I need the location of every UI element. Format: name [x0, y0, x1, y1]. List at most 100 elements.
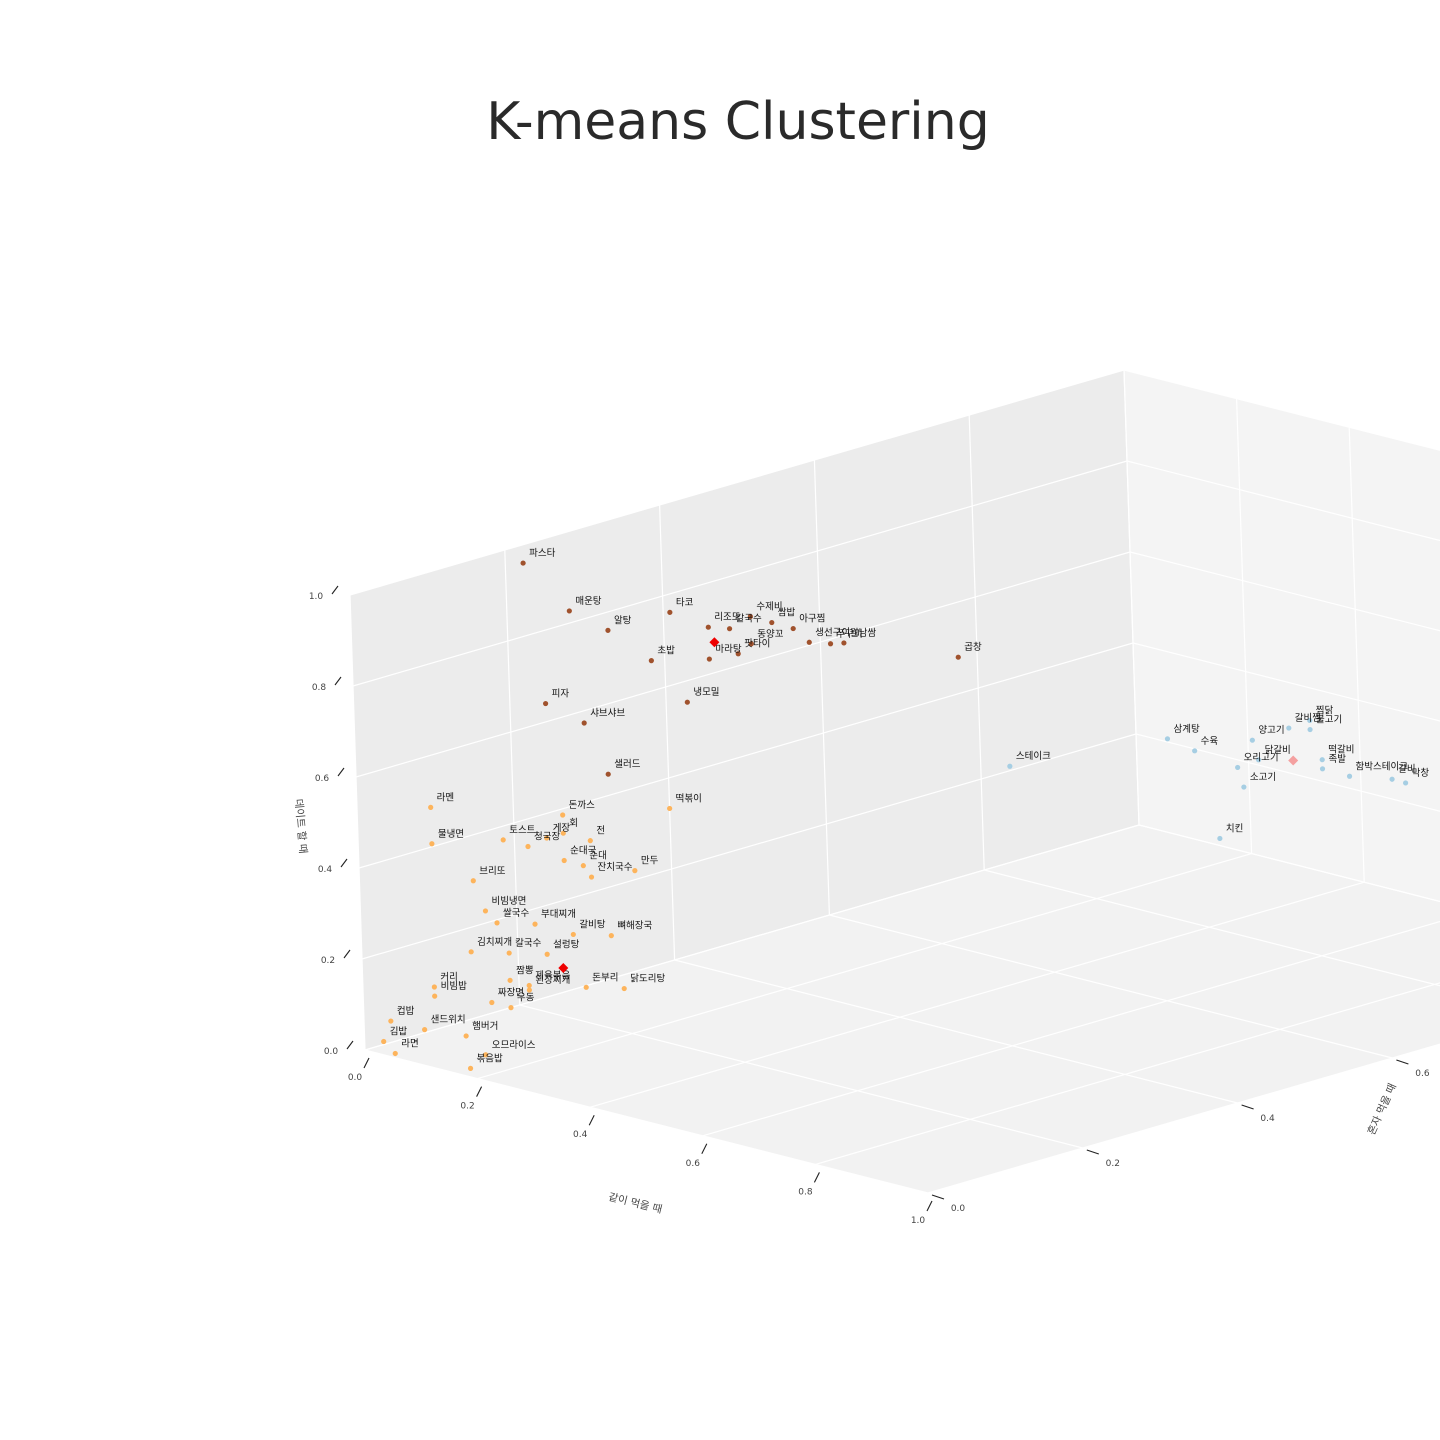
data-label: 회 — [569, 818, 578, 829]
data-label: 브리또 — [479, 866, 505, 877]
axis-panes — [350, 370, 1440, 1193]
data-label: 수제비 — [756, 602, 782, 613]
z-tick-label: 1.0 — [309, 592, 324, 602]
grid-line — [984, 869, 1440, 987]
data-point — [667, 609, 673, 615]
data-point — [467, 1065, 474, 1071]
data-point — [726, 626, 733, 632]
data-label: 물냉면 — [438, 829, 464, 840]
data-label: 삼계탕 — [1173, 723, 1199, 735]
x-tick — [701, 1143, 708, 1155]
data-point — [632, 868, 638, 874]
data-point — [507, 977, 513, 983]
data-point — [806, 639, 812, 645]
data-point — [429, 841, 435, 847]
grid-line — [1132, 642, 1440, 722]
grid-line — [477, 853, 1252, 1080]
data-point — [428, 804, 434, 810]
data-label: 닭도리탕 — [630, 973, 665, 985]
x-tick-label: 1.0 — [911, 1216, 926, 1226]
data-point — [463, 1033, 469, 1039]
y-tick — [1396, 1059, 1409, 1065]
data-label: 부대찌개 — [541, 909, 576, 920]
z-tick-label: 0.0 — [324, 1047, 339, 1057]
cluster-center-marker — [709, 637, 720, 648]
data-label: 리조또 — [714, 612, 740, 623]
data-label: 짬뽕 — [516, 965, 534, 976]
grid-line — [364, 1049, 929, 1194]
data-point — [648, 658, 654, 664]
data-point — [1346, 773, 1353, 779]
cluster-center-marker — [558, 963, 569, 973]
data-label: 냉모밀 — [693, 686, 719, 698]
y-tick — [1241, 1104, 1254, 1110]
data-point — [605, 771, 611, 777]
x-tick — [926, 1200, 933, 1212]
data-label: 토스트 — [509, 825, 535, 836]
grid-line — [815, 982, 1440, 1165]
grid-line — [674, 959, 1238, 1104]
data-point — [955, 654, 961, 660]
grid-line — [364, 824, 1140, 1051]
x-tick-label: 0.8 — [798, 1187, 813, 1197]
data-point — [525, 843, 531, 850]
data-point — [608, 933, 614, 939]
y-tick — [1086, 1149, 1099, 1155]
grid-line — [349, 369, 1125, 596]
cluster-centers — [558, 637, 1299, 973]
data-label: 닭갈비 — [1265, 744, 1291, 756]
data-label: 샤브샤브 — [590, 708, 625, 719]
data-point — [1235, 764, 1241, 771]
grid-line — [519, 1004, 1083, 1149]
x-tick — [363, 1057, 370, 1069]
z-tick — [340, 858, 348, 868]
data-point — [735, 651, 741, 657]
axis-ticks: 0.0 0.0 0.0 0.2 0.2 0.2 0.4 0.4 0.4 0.6 0.6 0.6 0.8 0… — [309, 585, 1430, 1226]
data-label: 돈부리 — [592, 972, 618, 983]
data-label: 피자 — [552, 689, 570, 700]
data-points — [381, 560, 1409, 1071]
data-label: 찜닭 — [1316, 704, 1334, 716]
data-point — [544, 951, 550, 957]
z-tick — [337, 767, 345, 777]
data-label: 라멘 — [437, 792, 454, 803]
z-tick-label: 0.6 — [315, 774, 330, 784]
z-tick-label: 0.2 — [321, 956, 335, 966]
grid-line — [504, 549, 521, 1006]
grid-line — [590, 881, 1365, 1108]
data-point — [1241, 784, 1247, 790]
data-label: 순대국 — [570, 846, 596, 857]
data-label: 월남쌈 — [850, 627, 876, 639]
data-label: 타코 — [676, 597, 694, 608]
data-label: 오리고기 — [1244, 752, 1279, 763]
data-point — [560, 830, 566, 836]
y-axis-label: 혼자 먹을 때 — [1365, 1081, 1399, 1137]
data-label: 아구찜 — [799, 614, 825, 625]
data-label: 라면 — [401, 1038, 418, 1049]
data-label: 매운탕 — [575, 596, 601, 607]
data-point — [489, 999, 495, 1006]
data-point — [570, 931, 576, 938]
data-point — [381, 1038, 387, 1045]
data-point — [790, 625, 796, 632]
data-point — [827, 641, 834, 647]
data-label: 떡갈비 — [1328, 744, 1354, 756]
grid-line — [659, 504, 676, 961]
data-label: 치킨 — [1226, 822, 1243, 834]
data-point — [388, 1018, 394, 1024]
data-label: 커리 — [440, 972, 457, 983]
data-point — [705, 624, 711, 630]
data-label: 돈까스 — [569, 800, 595, 811]
grid-line — [349, 594, 366, 1051]
grid-line — [361, 733, 1137, 960]
data-label: 마라탕 — [715, 644, 741, 655]
data-point — [1286, 725, 1292, 731]
data-point — [532, 921, 538, 927]
x-tick-label: 0.6 — [686, 1159, 701, 1169]
grid-line — [1236, 398, 1253, 854]
grid-line — [1129, 551, 1440, 632]
data-label: 제육볶음 — [535, 971, 570, 982]
x-axis-label: 같이 먹을 때 — [607, 1191, 663, 1216]
data-point — [561, 857, 567, 864]
